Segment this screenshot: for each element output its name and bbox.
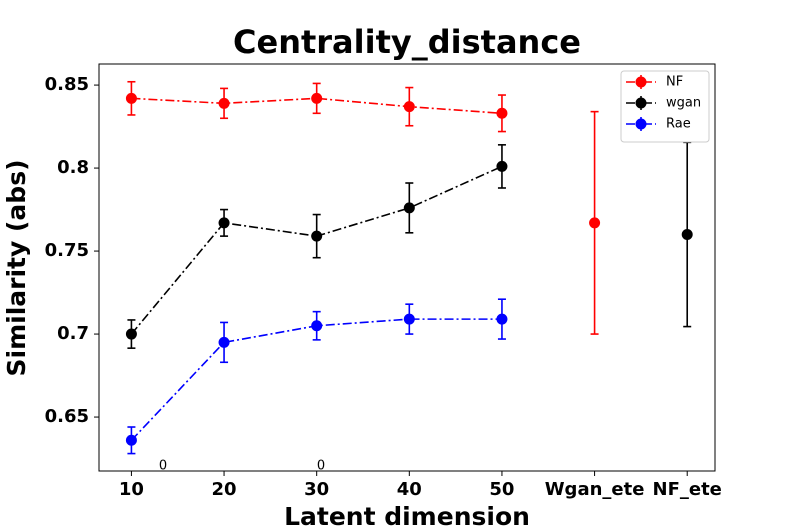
marker (496, 107, 508, 119)
legend-label: NF (666, 75, 683, 90)
legend-marker (635, 118, 647, 130)
marker (311, 230, 323, 242)
legend-marker (635, 76, 647, 88)
y-tick-label: 0.65 (45, 406, 89, 427)
marker (125, 434, 137, 446)
legend-marker (635, 97, 647, 109)
x-tick-label: 20 (212, 479, 237, 500)
y-tick-label: 0.7 (57, 323, 89, 344)
marker (311, 320, 323, 332)
x-tick-label: 10 (119, 479, 144, 500)
x-tick-label: 40 (397, 479, 422, 500)
marker (403, 101, 415, 113)
y-tick-label: 0.75 (45, 240, 89, 261)
x-axis-label: Latent dimension (284, 502, 530, 530)
marker (496, 313, 508, 325)
y-tick-label: 0.8 (57, 157, 89, 178)
x-tick-label: 50 (489, 479, 514, 500)
plot-frame (98, 63, 716, 472)
marker (218, 336, 230, 348)
series-line (131, 97, 503, 115)
x-tick-label: 30 (304, 479, 329, 500)
y-tick-label: 0.85 (45, 74, 89, 95)
annotation: 0 (159, 459, 167, 474)
marker (589, 217, 601, 229)
marker (681, 228, 693, 240)
marker (496, 160, 508, 172)
y-axis-label: Similarity (abs) (2, 160, 31, 377)
legend-label: Rae (666, 117, 691, 132)
marker (125, 328, 137, 340)
marker (311, 92, 323, 104)
marker (218, 97, 230, 109)
x-tick-label: NF_ete (653, 479, 722, 500)
marker (218, 217, 230, 229)
marker (125, 92, 137, 104)
chart-title: Centrality_distance (233, 23, 581, 61)
marker (403, 202, 415, 214)
x-tick-label: Wgan_ete (545, 479, 645, 500)
marker (403, 313, 415, 325)
annotation: 0 (317, 459, 325, 474)
legend-label: wgan (666, 96, 701, 111)
